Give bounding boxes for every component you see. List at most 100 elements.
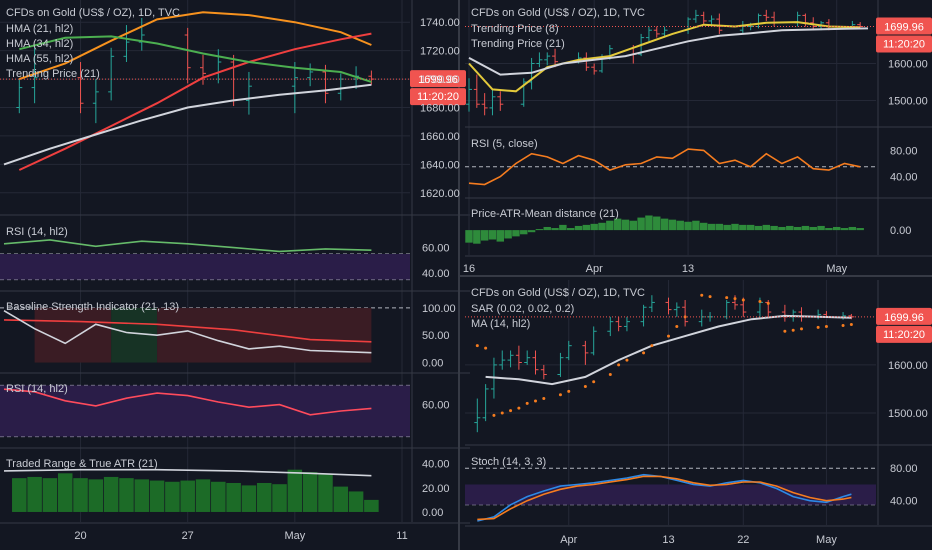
- rsi-band: [0, 254, 410, 280]
- series-line-trend21: [3, 83, 372, 166]
- sar-dot: [475, 344, 479, 348]
- pane-tick-label: 0.00: [422, 507, 443, 519]
- legend-entry: HMA (55, hl2): [6, 53, 73, 65]
- hist-bar: [543, 226, 551, 231]
- countdown-text: 11:20:20: [883, 39, 925, 51]
- indicator-line-rsi_orange: [468, 148, 861, 186]
- indicator-line-trend21: [3, 468, 372, 477]
- hist-bar: [473, 230, 481, 244]
- sar-dot: [608, 373, 612, 377]
- hist-bar: [57, 473, 73, 512]
- hist-bar: [287, 469, 303, 512]
- hist-bar: [241, 485, 257, 512]
- chart-title: CFDs on Gold (US$ / OZ), 1D, TVC: [471, 287, 645, 299]
- hist-bar: [574, 225, 583, 231]
- sar-dot: [517, 406, 521, 410]
- hist-bar: [88, 479, 104, 512]
- hist-bar: [180, 480, 195, 512]
- hist-bar: [825, 228, 833, 231]
- series-line-hma55: [19, 35, 372, 83]
- sar-dot: [525, 401, 529, 405]
- ohlc-bar: [544, 52, 551, 66]
- sar-dot: [824, 324, 828, 328]
- hist-bar: [606, 220, 614, 231]
- hist-bar: [676, 220, 684, 231]
- sar-dot: [583, 385, 587, 389]
- hist-bar: [739, 224, 747, 231]
- series-line-ma: [485, 314, 852, 386]
- ohlc-bar: [645, 26, 652, 42]
- ohlc-bar: [123, 25, 130, 63]
- ohlc-bar: [507, 350, 514, 368]
- ohlc-bar: [615, 316, 622, 332]
- x-tick-label: 13: [662, 534, 674, 546]
- legend-entry: MA (14, hl2): [471, 318, 530, 330]
- ohlc-bar: [92, 79, 99, 124]
- sar-dot: [642, 351, 646, 355]
- sar-dot: [841, 323, 845, 327]
- ohlc-bar: [552, 48, 559, 68]
- hist-bar: [488, 230, 497, 240]
- pane-label: Traded Range & True ATR (21): [6, 458, 158, 470]
- ohlc-bar: [591, 63, 598, 75]
- hist-bar: [149, 480, 165, 512]
- hist-bar: [504, 230, 512, 239]
- hist-bar: [832, 226, 841, 231]
- ohlc-bar: [582, 340, 589, 365]
- hist-bar: [645, 215, 653, 231]
- sar-dot: [700, 293, 704, 297]
- hist-bar: [119, 478, 134, 512]
- hist-bar: [551, 228, 559, 231]
- price-tick-label: 1680.00: [420, 103, 460, 115]
- pane-tick-label: 20.00: [422, 483, 450, 495]
- legend-entry: Trending Price (8): [471, 23, 559, 35]
- ohlc-bar: [499, 350, 506, 370]
- pane-label: RSI (5, close): [471, 138, 538, 150]
- series-line-trend21: [468, 27, 869, 76]
- price-tick-label: 1700.00: [420, 74, 460, 86]
- hist-bar: [746, 224, 755, 231]
- price-tag: [876, 307, 932, 325]
- sar-dot: [617, 363, 621, 367]
- x-tick-label: 13: [682, 263, 694, 275]
- countdown-text: 11:20:20: [417, 91, 459, 103]
- hist-bar: [566, 228, 575, 231]
- hist-bar: [333, 486, 349, 512]
- price-tag: [410, 70, 466, 88]
- hist-bar: [856, 228, 864, 231]
- sar-dot: [675, 324, 679, 328]
- sar-dot: [849, 323, 853, 327]
- hist-bar: [582, 224, 591, 231]
- bsi-zone-red: [34, 307, 112, 363]
- pane-label: RSI (14, hl2): [6, 226, 68, 238]
- sar-dot: [567, 389, 571, 393]
- hist-bar: [527, 230, 536, 233]
- ohlc-bar: [623, 316, 630, 332]
- pane-tick-label: 40.00: [890, 496, 918, 508]
- hist-bar: [770, 225, 778, 231]
- hist-bar: [535, 229, 544, 231]
- price-tag: [876, 17, 932, 35]
- marks-layer: [0, 9, 932, 522]
- hist-bar: [318, 474, 333, 512]
- hist-bar: [793, 226, 802, 231]
- price-tick-label: 1720.00: [420, 46, 460, 58]
- sar-dot: [558, 393, 562, 397]
- hist-bar: [559, 224, 567, 231]
- pane-tick-label: 50.00: [422, 330, 450, 342]
- text-layer: 20 27 May 111740.001720.001700.001680.00166…: [6, 7, 928, 546]
- ohlc-bar: [474, 398, 481, 433]
- hist-bar: [786, 225, 794, 231]
- ohlc-bar: [640, 304, 647, 327]
- hist-bar: [272, 484, 287, 512]
- sar-dot: [816, 325, 820, 329]
- hist-bar: [715, 223, 724, 231]
- pane-label: Price-ATR-Mean distance (21): [471, 208, 619, 220]
- hist-bar: [256, 482, 272, 512]
- ohlc-bar: [590, 326, 597, 356]
- bsi-zone-red: [157, 307, 372, 363]
- countdown-tag: [410, 88, 466, 106]
- legend-entry: Trending Price (21): [6, 68, 100, 80]
- pane-tick-label: 0.00: [422, 358, 443, 370]
